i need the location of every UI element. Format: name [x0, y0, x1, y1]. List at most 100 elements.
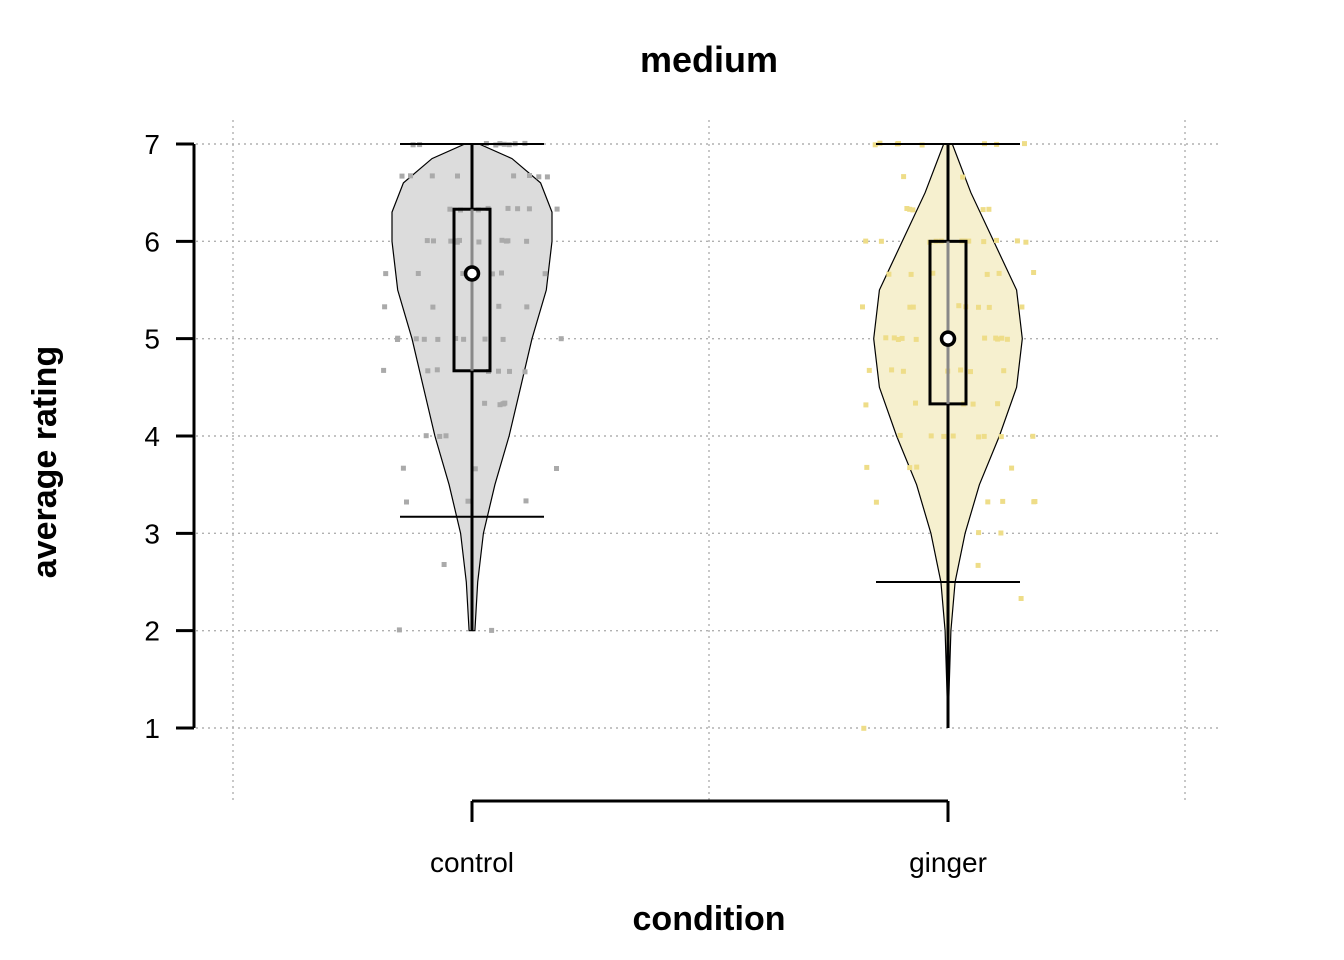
data-point-ginger — [863, 402, 869, 408]
data-point-ginger — [914, 464, 920, 470]
data-point-ginger — [980, 207, 986, 213]
y-axis-title: average rating — [26, 346, 64, 578]
data-point-control — [554, 466, 559, 471]
data-point-ginger — [910, 304, 916, 310]
data-point-control — [527, 173, 532, 178]
data-point-control — [434, 367, 440, 373]
data-point-ginger — [897, 432, 903, 438]
x-tick-label-control: control — [430, 847, 514, 878]
data-point-ginger — [907, 206, 913, 212]
y-tick-label: 4 — [144, 421, 160, 452]
data-point-ginger — [907, 465, 913, 471]
data-point-ginger — [928, 433, 934, 439]
axis-layer: 1 2 3 4 5 6 7 control ginger — [144, 129, 987, 878]
data-point-ginger — [886, 271, 892, 277]
data-point-control — [542, 271, 548, 277]
data-point-control — [453, 336, 459, 341]
data-point-control — [500, 336, 506, 342]
data-point-control — [421, 336, 427, 342]
data-point-ginger — [930, 270, 936, 276]
data-point-ginger — [999, 335, 1005, 341]
data-point-ginger — [976, 304, 981, 310]
data-point-ginger — [907, 304, 913, 310]
data-point-control — [465, 498, 471, 504]
data-point-ginger — [883, 335, 889, 341]
data-point-ginger — [998, 530, 1004, 536]
y-tick-label: 2 — [144, 616, 160, 647]
data-point-control — [496, 303, 502, 309]
data-point-ginger — [970, 401, 976, 407]
data-point-ginger — [950, 433, 956, 439]
data-point-control — [454, 238, 460, 244]
chart-title: medium — [640, 39, 778, 80]
data-point-control — [489, 627, 495, 633]
data-point-control — [399, 173, 405, 179]
data-point-ginger — [994, 237, 999, 243]
data-point-control — [441, 562, 447, 567]
data-point-control — [413, 336, 419, 342]
data-point-ginger — [913, 400, 918, 406]
data-point-control — [447, 206, 453, 212]
data-point-ginger — [976, 530, 982, 536]
data-point-ginger — [1004, 336, 1010, 342]
data-point-control — [443, 433, 449, 439]
data-point-ginger — [966, 238, 972, 244]
y-tick-label: 1 — [144, 713, 160, 744]
data-point-control — [461, 336, 467, 342]
y-tick-label: 6 — [144, 226, 160, 257]
data-point-ginger — [981, 239, 987, 245]
data-point-ginger — [1018, 596, 1024, 601]
data-point-control — [435, 336, 441, 342]
data-point-ginger — [900, 368, 906, 374]
data-point-ginger — [986, 304, 992, 310]
data-point-ginger — [863, 238, 869, 244]
data-point-control — [472, 466, 478, 472]
data-point-ginger — [986, 206, 992, 212]
data-point-control — [499, 270, 504, 276]
data-point-control — [400, 465, 406, 471]
data-point-ginger — [941, 433, 947, 439]
data-point-ginger — [996, 270, 1002, 276]
y-tick-label: 5 — [144, 324, 160, 355]
data-point-ginger — [960, 174, 966, 180]
data-point-ginger — [998, 434, 1004, 440]
data-point-ginger — [873, 499, 879, 505]
data-point-ginger — [982, 335, 988, 341]
data-point-control — [382, 304, 388, 310]
data-point-control — [554, 206, 560, 212]
data-point-ginger — [895, 337, 901, 342]
data-point-ginger — [985, 499, 991, 505]
data-point-ginger — [878, 238, 884, 244]
data-point-ginger — [872, 142, 878, 148]
data-point-ginger — [891, 335, 897, 341]
data-point-control — [482, 400, 488, 406]
data-point-control — [448, 238, 454, 244]
data-point-control — [404, 499, 409, 505]
data-point-ginger — [956, 303, 962, 309]
data-point-control — [455, 173, 460, 179]
data-point-control — [383, 271, 389, 277]
data-point-ginger — [910, 207, 916, 213]
median-point-ginger — [939, 330, 957, 347]
data-point-control — [526, 206, 532, 212]
data-point-ginger — [1023, 239, 1029, 245]
data-point-ginger — [889, 367, 895, 373]
box-layer — [400, 143, 1020, 728]
data-point-ginger — [1000, 498, 1006, 504]
x-axis-title: condition — [633, 900, 786, 938]
data-point-control — [381, 367, 387, 373]
data-point-ginger — [995, 401, 1001, 407]
data-point-ginger — [1009, 465, 1015, 471]
data-point-ginger — [913, 336, 919, 342]
data-point-control — [515, 206, 521, 212]
data-point-ginger — [908, 271, 914, 277]
data-point-control — [424, 238, 430, 244]
data-point-control — [460, 271, 466, 276]
data-point-control — [511, 173, 517, 179]
data-point-ginger — [958, 367, 964, 373]
data-point-control — [423, 433, 429, 439]
data-point-ginger — [1019, 304, 1025, 310]
data-point-control — [431, 238, 436, 244]
data-point-ginger — [976, 434, 982, 440]
